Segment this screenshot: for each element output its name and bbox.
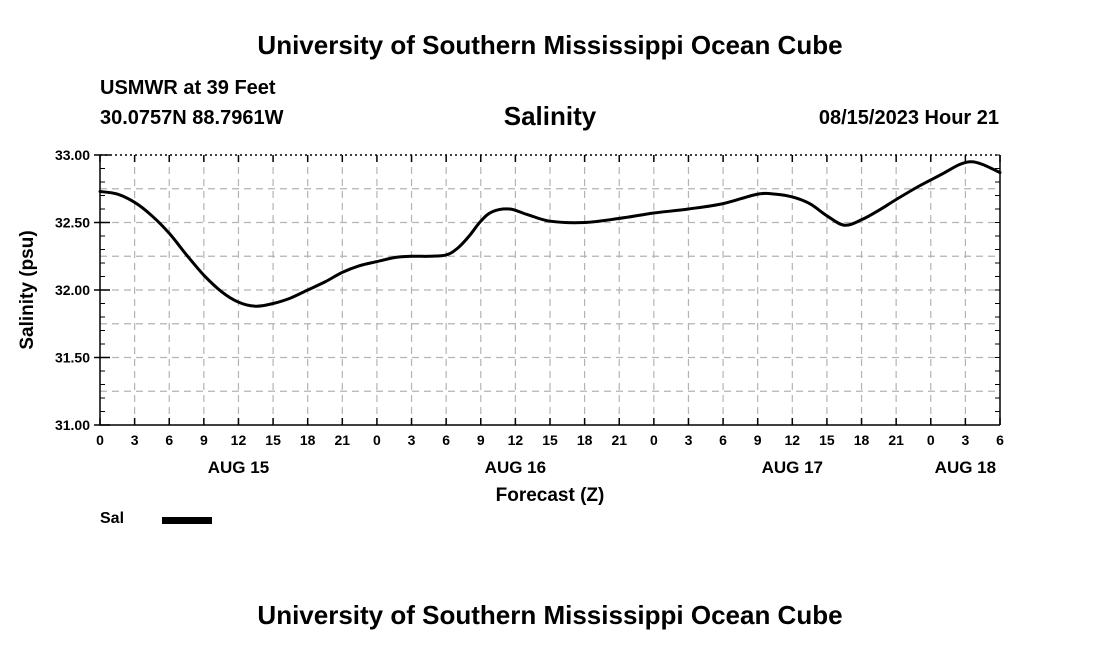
x-axis-title: Forecast (Z): [496, 485, 605, 506]
x-tick-label: 3: [685, 432, 693, 448]
x-tick-label: 12: [785, 432, 801, 448]
footer-title: University of Southern Mississippi Ocean…: [257, 600, 843, 630]
x-tick-label: 18: [300, 432, 316, 448]
x-tick-label: 9: [477, 432, 485, 448]
x-tick-label: 3: [408, 432, 416, 448]
x-tick-label: 18: [577, 432, 593, 448]
x-tick-label: 3: [961, 432, 969, 448]
y-tick-label: 31.00: [55, 417, 90, 433]
y-tick-label: 33.00: [55, 147, 90, 163]
x-date-label: AUG 16: [485, 458, 546, 477]
x-tick-label: 0: [96, 432, 104, 448]
forecast-run-time: 08/15/2023 Hour 21: [818, 107, 999, 129]
x-tick-label: 18: [854, 432, 870, 448]
x-tick-label: 9: [200, 432, 208, 448]
x-tick-label: 21: [335, 432, 351, 448]
station-coordinates: 30.0757N 88.7961W: [100, 107, 284, 129]
x-tick-label: 0: [373, 432, 381, 448]
x-tick-label: 15: [542, 432, 558, 448]
x-tick-label: 21: [888, 432, 904, 448]
y-tick-label: 32.50: [55, 215, 90, 231]
legend-label: Sal: [100, 510, 125, 527]
x-tick-label: 0: [650, 432, 658, 448]
y-tick-label: 31.50: [55, 350, 90, 366]
x-tick-label: 15: [265, 432, 281, 448]
x-tick-label: 21: [611, 432, 627, 448]
x-tick-label: 15: [819, 432, 835, 448]
page-title: University of Southern Mississippi Ocean…: [257, 30, 843, 60]
y-tick-label: 32.00: [55, 282, 90, 298]
x-tick-label: 6: [442, 432, 450, 448]
x-tick-label: 0: [927, 432, 935, 448]
x-tick-label: 12: [231, 432, 247, 448]
x-tick-label: 9: [754, 432, 762, 448]
x-date-label: AUG 15: [208, 458, 269, 477]
x-date-label: AUG 17: [762, 458, 823, 477]
legend-swatch: [162, 517, 212, 524]
x-date-label: AUG 18: [935, 458, 996, 477]
x-tick-label: 6: [719, 432, 727, 448]
station-label: USMWR at 39 Feet: [100, 77, 276, 99]
x-tick-label: 12: [508, 432, 524, 448]
x-tick-label: 6: [996, 432, 1004, 448]
x-tick-label: 6: [165, 432, 173, 448]
series-line-salinity: [98, 160, 1002, 308]
y-axis-title: Salinity (psu): [17, 230, 38, 349]
chart-title: Salinity: [503, 101, 597, 131]
x-tick-label: 3: [131, 432, 139, 448]
